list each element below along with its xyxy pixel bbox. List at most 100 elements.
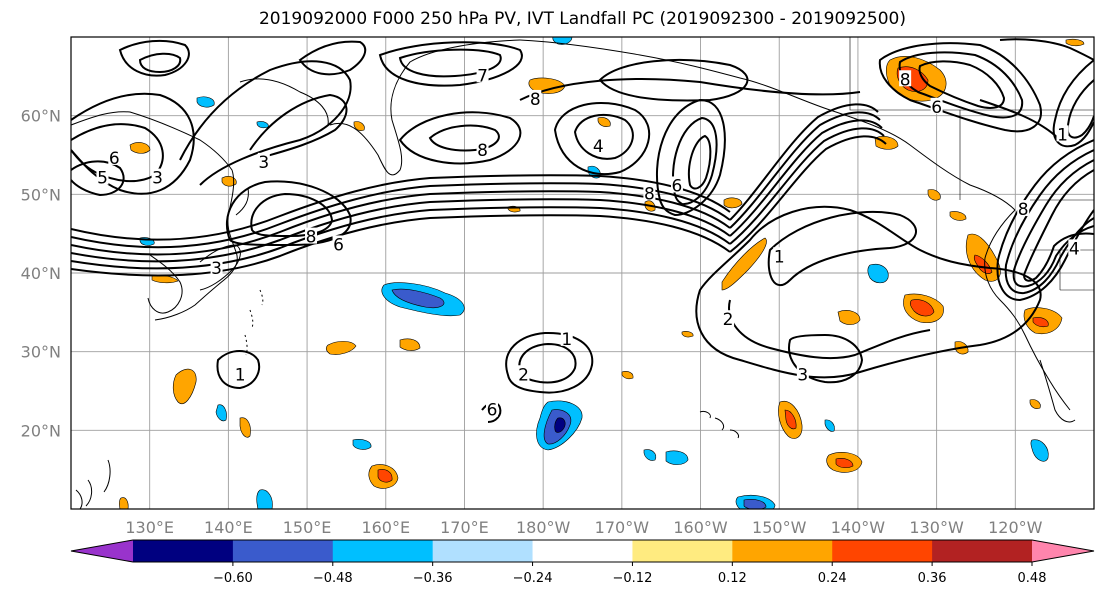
latitude-labels: 20°N 30°N 40°N 50°N 60°N [21, 107, 61, 441]
baja-coastline [1039, 359, 1076, 423]
longitude-label: 170°E [440, 518, 489, 537]
pv-contour [999, 38, 1094, 61]
negative-anomaly-patch [643, 449, 657, 461]
figure-title: 2019092000 F000 250 hPa PV, IVT Landfall… [258, 9, 906, 29]
positive-anomaly-patch [129, 142, 151, 154]
contour-label-bg [930, 97, 943, 114]
pv-contour [729, 119, 883, 237]
colorbar-extend-min [71, 540, 133, 562]
colorbar-tick-label: −0.36 [413, 571, 453, 586]
pv-contour [918, 60, 1006, 109]
contour-label-bg [151, 168, 164, 185]
positive-anomaly-patch [927, 189, 941, 201]
contour-label-bg [1056, 125, 1069, 142]
pv-contour [1052, 59, 1094, 148]
pv-contour [518, 342, 577, 384]
positive-anomaly-patch [621, 371, 634, 380]
latitude-label: 60°N [21, 107, 61, 126]
colorbar-segment [932, 540, 1033, 562]
west-coast [984, 209, 1071, 411]
negative-anomaly-patch [867, 263, 889, 284]
colorbar-tick-label: −0.12 [613, 571, 653, 586]
pv-contour [71, 174, 731, 241]
pv-contour [553, 102, 651, 176]
map-frame [70, 36, 1095, 510]
contour-label: 2 [518, 365, 529, 385]
longitude-label: 180°W [516, 518, 571, 537]
colorbar-segment [632, 540, 733, 562]
longitude-label: 150°E [283, 518, 332, 537]
pv-contour [1066, 79, 1094, 139]
pv-contour [898, 51, 1024, 119]
contour-label-bg [796, 365, 809, 382]
colorbar-tick-label: −0.60 [213, 571, 253, 586]
contour-label: 5 [97, 169, 108, 189]
longitude-label: 120°W [988, 518, 1043, 537]
positive-anomaly-patch [353, 121, 365, 131]
latitude-label: 50°N [21, 185, 61, 204]
graticule [71, 37, 1094, 509]
longitude-label: 150°W [752, 518, 807, 537]
pv-contour [118, 39, 190, 77]
negative-anomaly-patch [735, 494, 776, 509]
pv-contour [878, 42, 1042, 133]
colorbar-segment [133, 540, 234, 562]
contour-label: 1 [561, 330, 572, 350]
contour-label: 7 [477, 66, 488, 86]
colorbar-tick-label: 0.48 [1018, 571, 1047, 586]
pv-contour [398, 48, 502, 78]
contour-label-bg [210, 259, 223, 276]
colorbar-tick-label: 0.36 [918, 571, 947, 586]
contour-label-bg [476, 66, 489, 83]
latitude-label: 20°N [21, 421, 61, 440]
contour-label: 6 [109, 149, 120, 169]
contour-label: 6 [672, 176, 683, 196]
contour-label: 3 [797, 365, 808, 385]
pv-contour [519, 78, 861, 101]
positive-anomaly-patch [597, 117, 611, 127]
negative-anomaly-patch [824, 419, 835, 432]
longitude-label: 140°W [831, 518, 886, 537]
colorbar-tick-labels: −0.60 −0.48 −0.36 −0.24 −0.12 0.12 0.24 0.36 0.4… [213, 562, 1047, 586]
colorbar-segment [532, 540, 633, 562]
longitude-label: 140°E [204, 518, 253, 537]
contour-label-bg [476, 141, 489, 158]
colorbar-tick-label: −0.48 [313, 571, 353, 586]
pv-contour [656, 98, 726, 217]
contour-label: 6 [487, 401, 498, 421]
pv-contour [249, 93, 348, 159]
contour-label-bg [1068, 239, 1081, 256]
positive-anomaly-patch [399, 338, 421, 351]
pv-contour [767, 210, 917, 287]
positive-anomaly-patch [528, 77, 566, 94]
contour-label: 8 [306, 228, 317, 248]
contour-label-bg [332, 235, 345, 252]
pv-contour [71, 190, 731, 256]
positive-anomaly-patch [778, 400, 803, 439]
positive-anomaly-patch [903, 293, 944, 323]
colorbar-extend-max [1032, 540, 1094, 562]
pv-contour [179, 60, 352, 186]
contour-label-bg [257, 152, 270, 169]
pv-contour [1004, 149, 1094, 295]
pv-contour [688, 134, 712, 190]
negative-anomaly-patch [665, 450, 689, 465]
pv-contour [225, 180, 352, 247]
hawaii-islands [699, 411, 739, 439]
positive-anomaly-patch [965, 233, 1001, 282]
pv-contour [378, 41, 523, 87]
contour-label-bg [108, 148, 121, 165]
colorbar-segment [832, 540, 933, 562]
contour-label: 8 [900, 70, 911, 90]
positive-anomaly-patch [837, 310, 861, 325]
positive-anomaly-patch [723, 197, 743, 209]
contour-label: 8 [477, 141, 488, 161]
contour-label-bg [773, 247, 786, 264]
contour-label: 6 [333, 235, 344, 255]
pv-contour [71, 214, 731, 277]
longitude-label: 160°E [361, 518, 410, 537]
longitude-label: 170°W [595, 518, 650, 537]
colorbar-outline [70, 539, 1095, 563]
colorbar-segment [732, 540, 833, 562]
